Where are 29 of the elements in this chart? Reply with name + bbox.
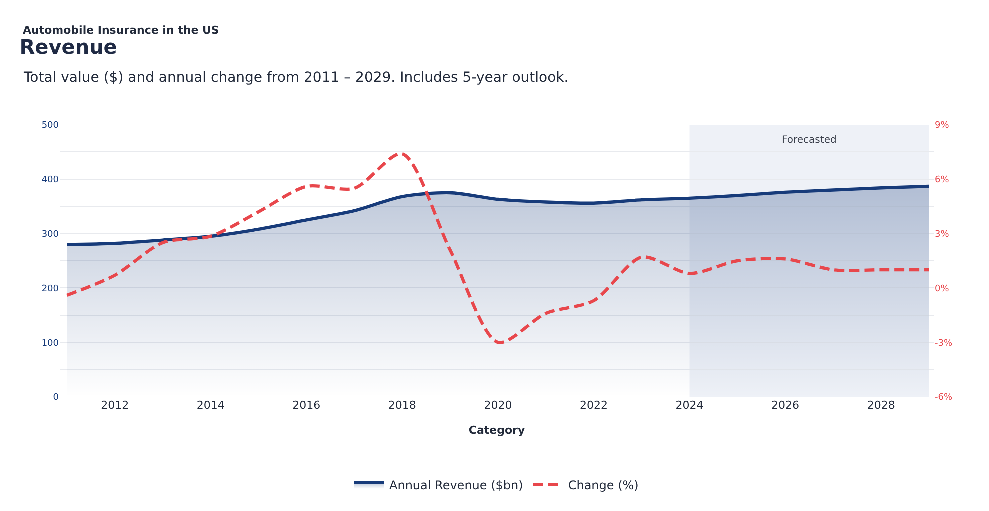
y-tick-label: 0	[53, 393, 60, 404]
y2-tick-label: -3%	[935, 338, 953, 349]
y-tick-label: 300	[42, 230, 60, 240]
text: Automobile Insurance in the US	[23, 24, 220, 37]
x-tick-label: 2028	[867, 399, 896, 412]
y2-tick-label: 6%	[935, 176, 950, 186]
x-tick-label: 2018	[388, 399, 416, 412]
x-tick-label: 2024	[676, 399, 704, 412]
chart-title: Revenue	[20, 35, 118, 59]
line-series	[66, 152, 931, 344]
y2-tick-label: 3%	[935, 230, 950, 240]
legend-label: Change (%)	[568, 478, 639, 493]
band-label: Forecasted	[782, 135, 837, 146]
x-tick-label: 2022	[580, 399, 608, 412]
y-tick-label: 400	[42, 176, 60, 186]
x-tick-label: 2014	[196, 399, 225, 412]
chart-subtitle: Total value ($) and annual change from 2011 – 2029. Includes 5-year outlook.	[23, 70, 569, 86]
y2-tick-label: -6%	[935, 393, 953, 404]
y-tick-label: 200	[42, 284, 60, 294]
x-tick-label: 2020	[484, 399, 512, 412]
y2-tick-label: 0%	[935, 284, 950, 294]
y-tick-label: 500	[42, 121, 60, 132]
y-tick-label: 100	[42, 338, 60, 349]
x-tick-label: 2016	[292, 399, 321, 412]
legend-label: Annual Revenue ($bn)	[390, 478, 524, 493]
x-tick-label: 2012	[101, 399, 130, 412]
x-tick-label: 2026	[772, 399, 800, 412]
y2-tick-label: 9%	[935, 121, 950, 132]
x-axis-title: Category	[468, 424, 526, 438]
